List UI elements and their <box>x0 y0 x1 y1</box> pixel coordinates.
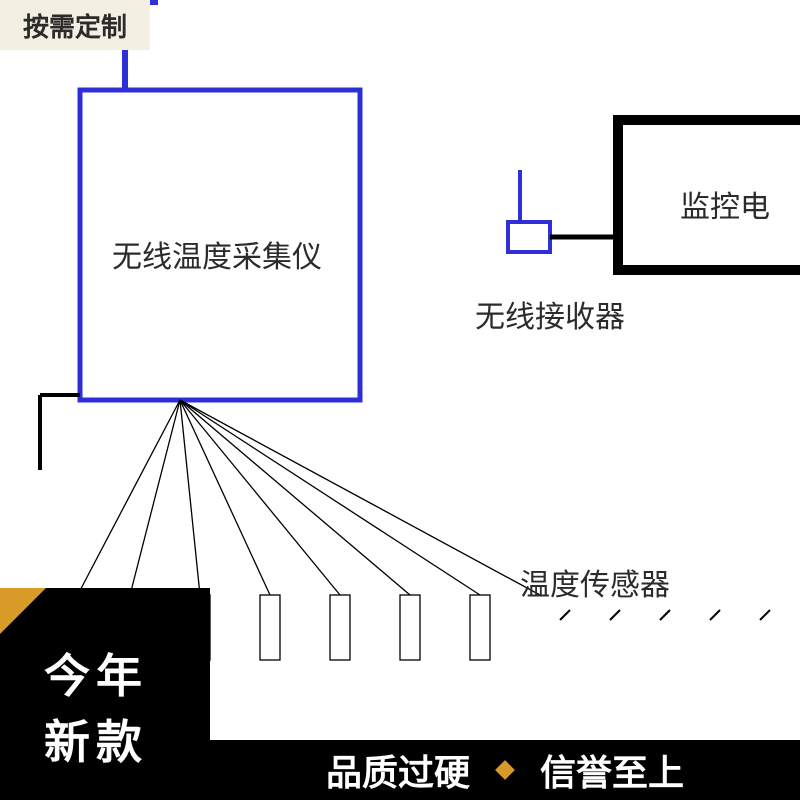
collector-label: 无线温度采集仪 <box>112 232 322 276</box>
receiver-box <box>508 222 550 252</box>
diagram-stage: 无线温度采集仪 无线接收器 监控电 温度传感器 按需定制 今年 新款 品质过硬 … <box>0 0 800 800</box>
badge-top-left: 按需定制 <box>0 0 150 50</box>
banner-text-right: 信誉至上 <box>540 744 684 796</box>
sensor-label: 温度传感器 <box>520 560 670 604</box>
badge-bottom-left: 今年 新款 <box>0 588 210 800</box>
badge-top-left-text: 按需定制 <box>23 7 127 44</box>
receiver-label: 无线接收器 <box>475 292 625 336</box>
badge-bl-line1: 今年 <box>44 640 148 706</box>
monitor-label: 监控电 <box>680 182 770 226</box>
banner-diamond-icon <box>495 760 515 780</box>
sensor-fan <box>75 400 540 600</box>
bottom-banner: 品质过硬 信誉至上 <box>210 740 800 800</box>
banner-text-left: 品质过硬 <box>326 744 470 796</box>
badge-bl-line2: 新款 <box>44 706 148 772</box>
sensor-ticks <box>560 610 770 620</box>
